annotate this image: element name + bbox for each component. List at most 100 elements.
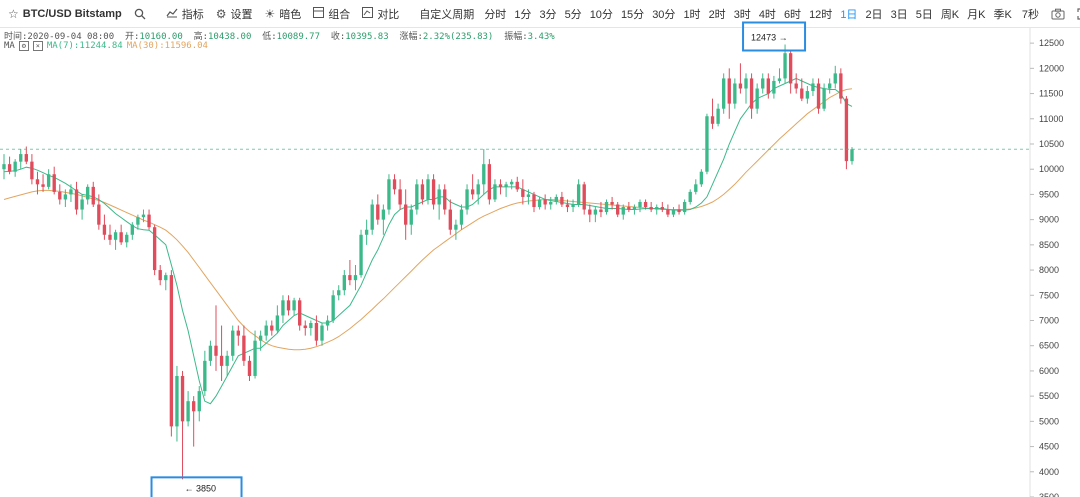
ma-settings-button[interactable]: ⚙ (18, 41, 29, 51)
ma-close-button[interactable]: × (32, 41, 43, 51)
candle (811, 78, 815, 97)
candle (560, 191, 564, 208)
candle (387, 174, 391, 215)
candle (63, 189, 68, 208)
y-tick-label: 9000 (1039, 215, 1059, 225)
candle (833, 65, 837, 89)
candle (186, 391, 190, 427)
indicator-chart-icon (166, 7, 178, 21)
interval-tab[interactable]: 5分 (564, 8, 582, 21)
low-value: 10089.77 (276, 32, 320, 42)
interval-tab[interactable]: 30分 (652, 8, 676, 21)
y-tick-label: 3500 (1039, 492, 1059, 497)
candle (582, 181, 586, 215)
interval-tab[interactable]: 周K (940, 8, 960, 21)
candle (86, 184, 90, 205)
candle (666, 204, 670, 218)
candle (699, 169, 704, 187)
gear-icon: ⚙ (215, 6, 227, 21)
candle (828, 78, 832, 94)
y-tick-label: 7500 (1039, 290, 1059, 300)
candle (850, 147, 854, 165)
candle (113, 229, 118, 250)
y-tick-label: 10000 (1039, 164, 1064, 174)
interval-selector: 分时 1分 3分 5分 10分 15分 30分 1时 2时 3时 4时 6时 12时 1日 2日 3日 5日 周K… (480, 6, 1016, 22)
candle (91, 181, 95, 208)
interval-tab[interactable]: 5日 (915, 8, 933, 21)
symbol-selector[interactable]: ☆ BTC/USD Bitstamp (0, 0, 128, 28)
interval-tab[interactable]: 10分 (589, 8, 613, 21)
candle (510, 179, 514, 190)
y-tick-label: 11500 (1039, 89, 1063, 99)
interval-tab[interactable]: 3日 (890, 8, 908, 21)
candle (197, 386, 201, 422)
interval-tab[interactable]: 6时 (783, 8, 802, 21)
candle (643, 199, 648, 210)
ma-legend: MA ⚙ × MA(7):11244.84 MA(30):11596.04 (4, 41, 208, 51)
open-value: 10160.00 (139, 32, 183, 42)
interval-tab[interactable]: 2日 (865, 8, 883, 21)
candle (682, 199, 687, 215)
candle (660, 201, 664, 213)
high-label: 高: (193, 32, 209, 42)
toolbar-right: 7秒 (1016, 0, 1080, 28)
candle (671, 207, 676, 218)
candle (655, 204, 659, 215)
combine-button[interactable]: 组合 (307, 0, 356, 28)
candle (738, 63, 743, 94)
candle (604, 199, 609, 215)
amplitude-value: 3.43% (527, 32, 555, 42)
compare-label: 对比 (377, 8, 400, 21)
candle (353, 265, 358, 291)
interval-tab[interactable]: 1日 (840, 8, 858, 21)
theme-button[interactable]: ☀ 暗色 (259, 0, 308, 28)
candle (777, 68, 782, 84)
compare-button[interactable]: 对比 (356, 0, 405, 28)
interval-tab[interactable]: 12时 (809, 8, 833, 21)
ma30-line (3, 88, 853, 351)
candle (253, 330, 257, 379)
interval-tab[interactable]: 15分 (620, 8, 645, 21)
y-tick-label: 10500 (1039, 139, 1064, 149)
candle (309, 320, 313, 336)
interval-tab[interactable]: 1分 (514, 8, 532, 21)
candle (443, 184, 447, 215)
candle (459, 204, 464, 230)
toolbar: ☆ BTC/USD Bitstamp 指标 ⚙ 设置 ☀ 暗色 组合 对比 自定… (0, 0, 1080, 28)
interval-tab[interactable]: 分时 (484, 8, 507, 21)
screenshot-button[interactable] (1045, 0, 1071, 28)
candle (749, 73, 754, 119)
interval-tab[interactable]: 季K (993, 8, 1012, 21)
candle (164, 272, 168, 291)
interval-tab[interactable]: 3时 (733, 8, 751, 21)
y-axis: 3500 4000 4500 5000 5500 6000 6500 7000 7500 8000… (1029, 28, 1080, 497)
open-label: 开: (124, 32, 140, 42)
candle (147, 209, 151, 230)
candle (426, 174, 430, 205)
candle (632, 204, 637, 215)
custom-period-button[interactable]: 自定义周期 (419, 8, 475, 21)
interval-tab[interactable]: 3分 (539, 8, 557, 21)
interval-tab[interactable]: 4时 (758, 8, 776, 21)
candle (800, 78, 804, 102)
change-value: 2.32%(235.83) (422, 32, 494, 42)
settings-button[interactable]: ⚙ 设置 (210, 0, 259, 28)
high-value: 10438.00 (208, 32, 252, 42)
candle (437, 184, 441, 220)
candle (794, 73, 798, 94)
candle (404, 189, 408, 240)
combine-label: 组合 (328, 8, 351, 21)
symbol-search-button[interactable] (128, 0, 152, 28)
candle (69, 184, 73, 202)
candle (431, 174, 436, 210)
candle (219, 325, 224, 382)
star-icon[interactable]: ☆ (8, 6, 19, 21)
indicators-button[interactable]: 指标 (160, 0, 210, 28)
candle (420, 179, 425, 205)
interval-tab[interactable]: 1时 (683, 8, 701, 21)
interval-tab[interactable]: 2时 (708, 8, 726, 21)
candle (30, 154, 34, 185)
interval-tab[interactable]: 月K (967, 8, 986, 21)
ma7-value: MA(7):11244.84 (46, 41, 123, 51)
